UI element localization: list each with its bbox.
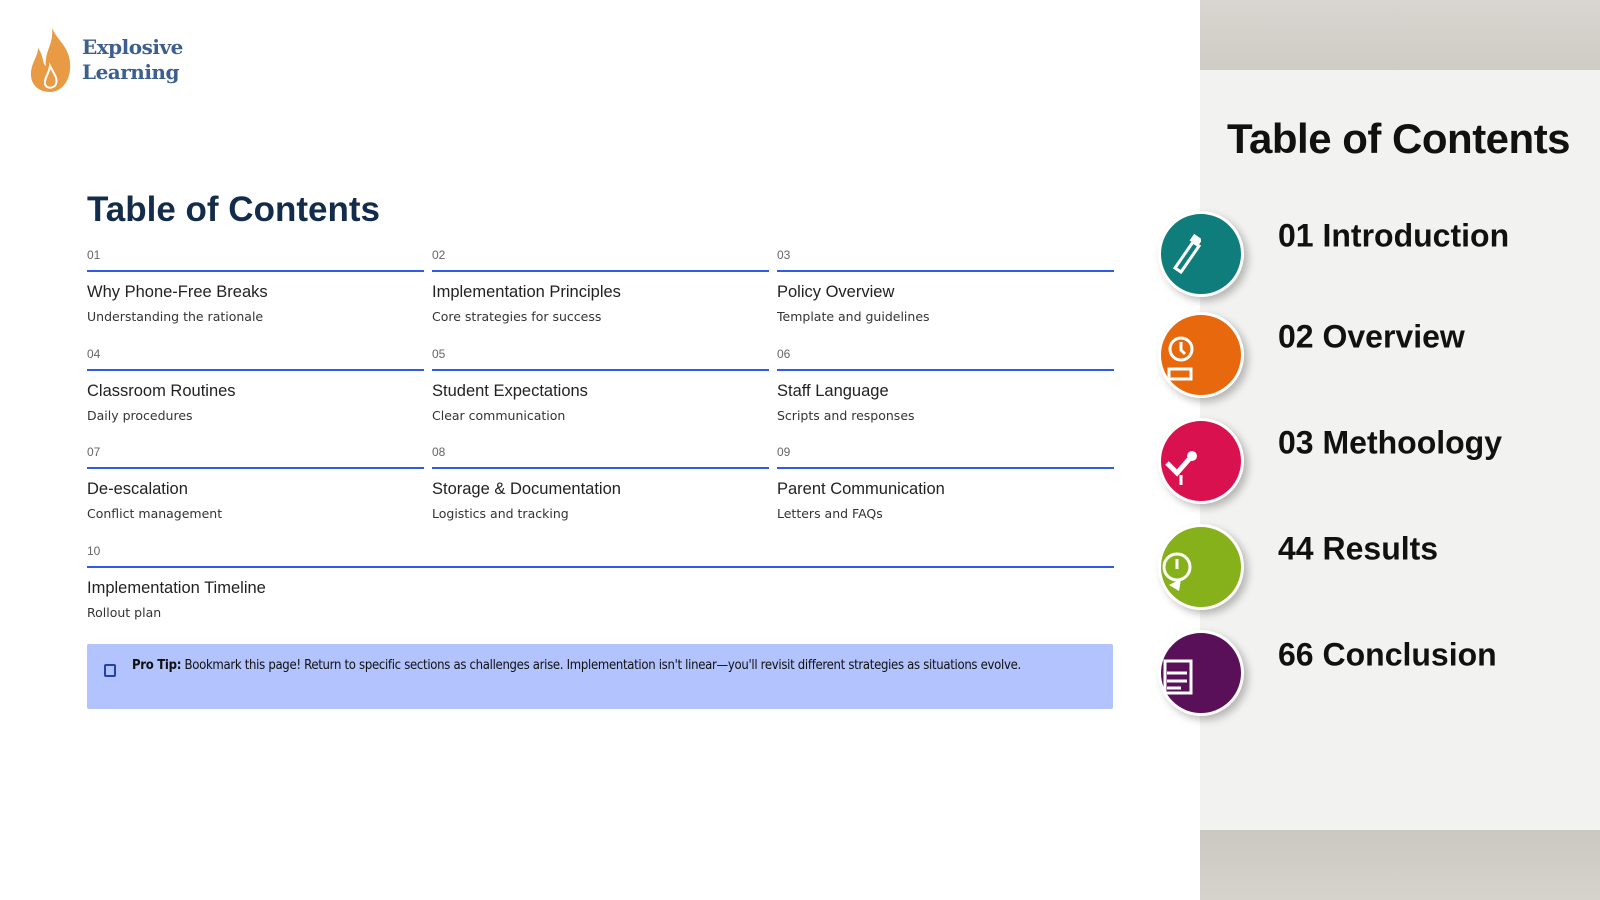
entry-number: 10 — [87, 543, 101, 558]
entry-number: 08 — [432, 445, 446, 459]
entry-subtitle: Clear communication — [432, 407, 566, 423]
entry-title[interactable]: De-escalation — [87, 480, 188, 498]
image-toc-label: 01 Introduction — [1278, 217, 1510, 253]
entry-title[interactable]: Policy Overview — [777, 283, 895, 301]
entry-subtitle: Core strategies for success — [432, 309, 602, 324]
entry-number: 09 — [777, 445, 791, 459]
entry-divider — [777, 270, 1114, 272]
chart-check-icon — [1165, 451, 1197, 485]
tip-label: Pro Tip: — [132, 658, 182, 673]
toc-entry[interactable]: 07 De-escalation Conflict management — [87, 445, 424, 544]
entry-divider — [87, 467, 424, 469]
entry-divider — [87, 565, 1114, 568]
entry-divider — [87, 270, 424, 272]
chart-check-icon-circle — [1158, 418, 1244, 504]
toc-entry[interactable]: 10 Implementation Timeline Rollout plan — [87, 544, 1114, 643]
image-toc-label: 66 Conclusion — [1278, 636, 1497, 672]
entry-number: 03 — [777, 248, 791, 262]
logo-line1: Explosive — [82, 35, 183, 59]
image-title: Table of Contents — [1227, 115, 1571, 162]
entry-number: 06 — [777, 346, 791, 361]
pencil-icon-circle — [1158, 211, 1244, 297]
toc-entry[interactable]: 03 Policy Overview Template and guidelin… — [777, 248, 1114, 347]
entry-divider — [777, 368, 1114, 371]
entry-subtitle: Scripts and responses — [777, 407, 915, 423]
clipboard-icon — [1163, 659, 1193, 695]
entry-subtitle: Letters and FAQs — [777, 506, 883, 521]
image-toc-label: 02 Overview — [1278, 318, 1465, 354]
entry-divider — [87, 368, 424, 371]
entry-title[interactable]: Staff Language — [777, 381, 889, 400]
entry-divider — [777, 467, 1114, 469]
flame-icon — [30, 28, 71, 92]
toc-grid: 01 Why Phone-Free Breaks Understanding t… — [87, 248, 1114, 643]
toc-entry[interactable]: 05 Student Expectations Clear communicat… — [432, 347, 769, 446]
pro-tip-box: Pro Tip: Bookmark this page! Return to s… — [87, 644, 1113, 709]
entry-title[interactable]: Why Phone-Free Breaks — [87, 283, 268, 301]
entry-subtitle: Understanding the rationale — [87, 309, 264, 324]
toc-entry[interactable]: 02 Implementation Principles Core strate… — [432, 248, 769, 347]
entry-title[interactable]: Storage & Documentation — [432, 480, 621, 498]
entry-subtitle: Template and guidelines — [777, 309, 930, 324]
clock-person-icon-circle — [1158, 312, 1244, 398]
note-icon — [104, 664, 116, 677]
logo: Explosive Learning — [28, 26, 183, 94]
entry-number: 01 — [87, 248, 101, 262]
logo-line2: Learning — [82, 60, 179, 84]
toc-image-panel: Table of Contents 01 Introduction 02 Ove… — [1158, 0, 1600, 900]
entry-subtitle: Rollout plan — [87, 604, 162, 620]
entry-number: 02 — [432, 248, 446, 262]
entry-subtitle: Conflict management — [87, 506, 223, 521]
paper-bottom-band — [1200, 830, 1600, 900]
toc-entry[interactable]: 06 Staff Language Scripts and responses — [777, 347, 1114, 446]
timer-icon-circle — [1158, 524, 1244, 610]
clipboard-icon-circle — [1158, 630, 1244, 716]
timer-icon — [1162, 552, 1192, 591]
toc-entry[interactable]: 04 Classroom Routines Daily procedures — [87, 347, 424, 446]
entry-subtitle: Logistics and tracking — [432, 506, 569, 521]
image-toc-label: 44 Results — [1278, 530, 1439, 566]
entry-number: 04 — [87, 346, 101, 361]
logo-text: Explosive Learning — [82, 35, 183, 85]
toc-entry[interactable]: 09 Parent Communication Letters and FAQs — [777, 445, 1114, 544]
entry-number: 07 — [87, 445, 101, 459]
tip-text: Bookmark this page! Return to specific s… — [181, 658, 1022, 673]
entry-subtitle: Daily procedures — [87, 407, 193, 423]
entry-number: 05 — [432, 346, 446, 361]
entry-divider — [432, 368, 769, 371]
image-toc-label: 03 Methoology — [1278, 424, 1503, 460]
clock-person-icon — [1167, 336, 1194, 381]
page-title: Table of Contents — [87, 190, 380, 229]
entry-title[interactable]: Implementation Timeline — [87, 578, 266, 597]
paper-top-band — [1200, 0, 1600, 70]
entry-divider — [432, 467, 769, 469]
toc-entry[interactable]: 08 Storage & Documentation Logistics and… — [432, 445, 769, 544]
entry-title[interactable]: Classroom Routines — [87, 381, 236, 400]
entry-divider — [432, 270, 769, 272]
paper-sheet — [1200, 70, 1600, 830]
entry-title[interactable]: Parent Communication — [777, 480, 945, 498]
toc-entry[interactable]: 01 Why Phone-Free Breaks Understanding t… — [87, 248, 424, 347]
entry-title[interactable]: Student Expectations — [432, 381, 588, 400]
entry-title[interactable]: Implementation Principles — [432, 283, 621, 301]
pencil-icon — [1172, 233, 1201, 275]
